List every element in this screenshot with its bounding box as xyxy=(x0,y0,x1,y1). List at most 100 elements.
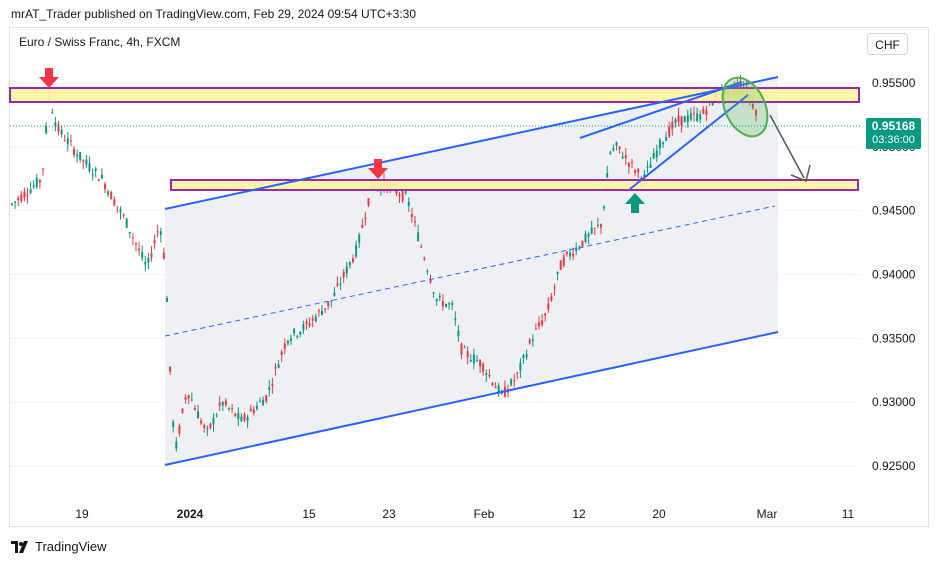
candle-body xyxy=(94,168,97,171)
candle-body xyxy=(97,179,100,182)
footer-brand[interactable]: TradingView xyxy=(11,538,107,554)
candle-body xyxy=(600,224,602,228)
y-tick-label: 0.95500 xyxy=(872,76,916,90)
candle-body xyxy=(624,155,627,159)
candle-body xyxy=(445,304,447,307)
candle-body xyxy=(510,379,513,385)
candle-body xyxy=(262,399,265,406)
candle-body xyxy=(60,129,63,135)
candle-body xyxy=(333,292,336,296)
candle-body xyxy=(23,191,26,198)
candle-body xyxy=(162,252,165,259)
candle-body xyxy=(680,116,683,126)
candle-body xyxy=(677,115,680,122)
channel-upper-line[interactable] xyxy=(164,76,779,210)
candle-body xyxy=(420,246,423,248)
candle-body xyxy=(519,363,522,371)
candle-body xyxy=(299,331,302,335)
down-arrow-marker-1[interactable] xyxy=(39,68,59,88)
candle-body xyxy=(550,296,553,301)
candle-body xyxy=(150,253,153,258)
candle-body xyxy=(135,243,137,245)
candle-body xyxy=(181,408,184,413)
candle-body xyxy=(674,119,677,123)
candle-body xyxy=(345,266,348,274)
candle-body xyxy=(652,153,655,159)
candle-body xyxy=(609,152,612,154)
candle-body xyxy=(138,248,141,251)
candle-body xyxy=(603,206,606,209)
candle-body xyxy=(590,227,593,234)
candle-body xyxy=(91,173,94,176)
candle-body xyxy=(606,173,609,178)
candle-body xyxy=(631,161,633,163)
candle-body xyxy=(516,372,519,374)
candle-body xyxy=(448,303,451,305)
candle-body xyxy=(122,214,125,216)
reversal-ellipse[interactable] xyxy=(714,70,776,143)
candle-body xyxy=(265,395,268,402)
candle-body xyxy=(367,198,370,206)
candle-body xyxy=(249,408,252,412)
candle-body xyxy=(302,324,305,331)
candle-body xyxy=(686,115,689,123)
candle-body xyxy=(441,301,444,307)
candle-body xyxy=(324,308,327,310)
candle-body xyxy=(689,113,692,120)
candle-body xyxy=(51,112,54,114)
candle-body xyxy=(565,251,568,255)
candle-body xyxy=(166,298,168,302)
candle-body xyxy=(178,426,181,434)
wedge-upper-line[interactable] xyxy=(579,81,743,139)
channel-lower-line[interactable] xyxy=(164,331,779,466)
candle-body xyxy=(513,380,516,382)
support-zone[interactable] xyxy=(170,179,859,191)
candle-body xyxy=(612,148,615,151)
candle-body xyxy=(637,169,640,173)
x-tick-label: 12 xyxy=(572,507,586,521)
up-arrow-marker[interactable] xyxy=(625,193,645,213)
down-arrow-marker-2[interactable] xyxy=(368,159,388,179)
y-tick-label: 0.94000 xyxy=(872,268,916,282)
candle-body xyxy=(348,261,351,266)
candle-body xyxy=(116,206,119,208)
candle-body xyxy=(460,343,463,355)
candle-body xyxy=(308,323,311,326)
wedge-lower-line[interactable] xyxy=(629,94,749,190)
candle-body xyxy=(472,354,475,364)
candle-body xyxy=(141,252,144,258)
candle-body xyxy=(587,233,590,237)
candle-body xyxy=(662,142,664,145)
candle-body xyxy=(361,224,364,228)
candle-body xyxy=(466,351,469,358)
candle-body xyxy=(429,279,432,283)
candle-body xyxy=(404,191,407,194)
chart-frame xyxy=(9,27,929,527)
y-tick-label: 0.94500 xyxy=(872,204,916,218)
candle-body xyxy=(339,283,342,285)
candle-body xyxy=(190,399,193,401)
x-tick-label: Mar xyxy=(757,507,778,521)
candle-body xyxy=(401,189,404,201)
candle-body xyxy=(131,237,134,239)
candle-body xyxy=(73,148,75,155)
currency-button[interactable]: CHF xyxy=(867,33,908,55)
y-tick-label: 0.93500 xyxy=(872,331,916,345)
candle-body xyxy=(454,318,457,321)
candle-body xyxy=(175,441,178,449)
channel-mid-line[interactable] xyxy=(164,205,776,337)
candle-body xyxy=(246,417,249,421)
candle-body xyxy=(45,125,48,134)
candle-body xyxy=(615,142,618,146)
y-tick-label: 0.92500 xyxy=(872,459,916,473)
candle-body xyxy=(215,415,218,417)
x-tick-label: 11 xyxy=(842,507,855,521)
candle-body xyxy=(85,159,88,165)
candle-body xyxy=(277,364,280,368)
candle-body xyxy=(621,156,624,159)
resistance-zone[interactable] xyxy=(9,87,860,103)
y-tick-label: 0.93000 xyxy=(872,395,916,409)
candle-body xyxy=(252,409,255,414)
candle-body xyxy=(463,347,466,349)
